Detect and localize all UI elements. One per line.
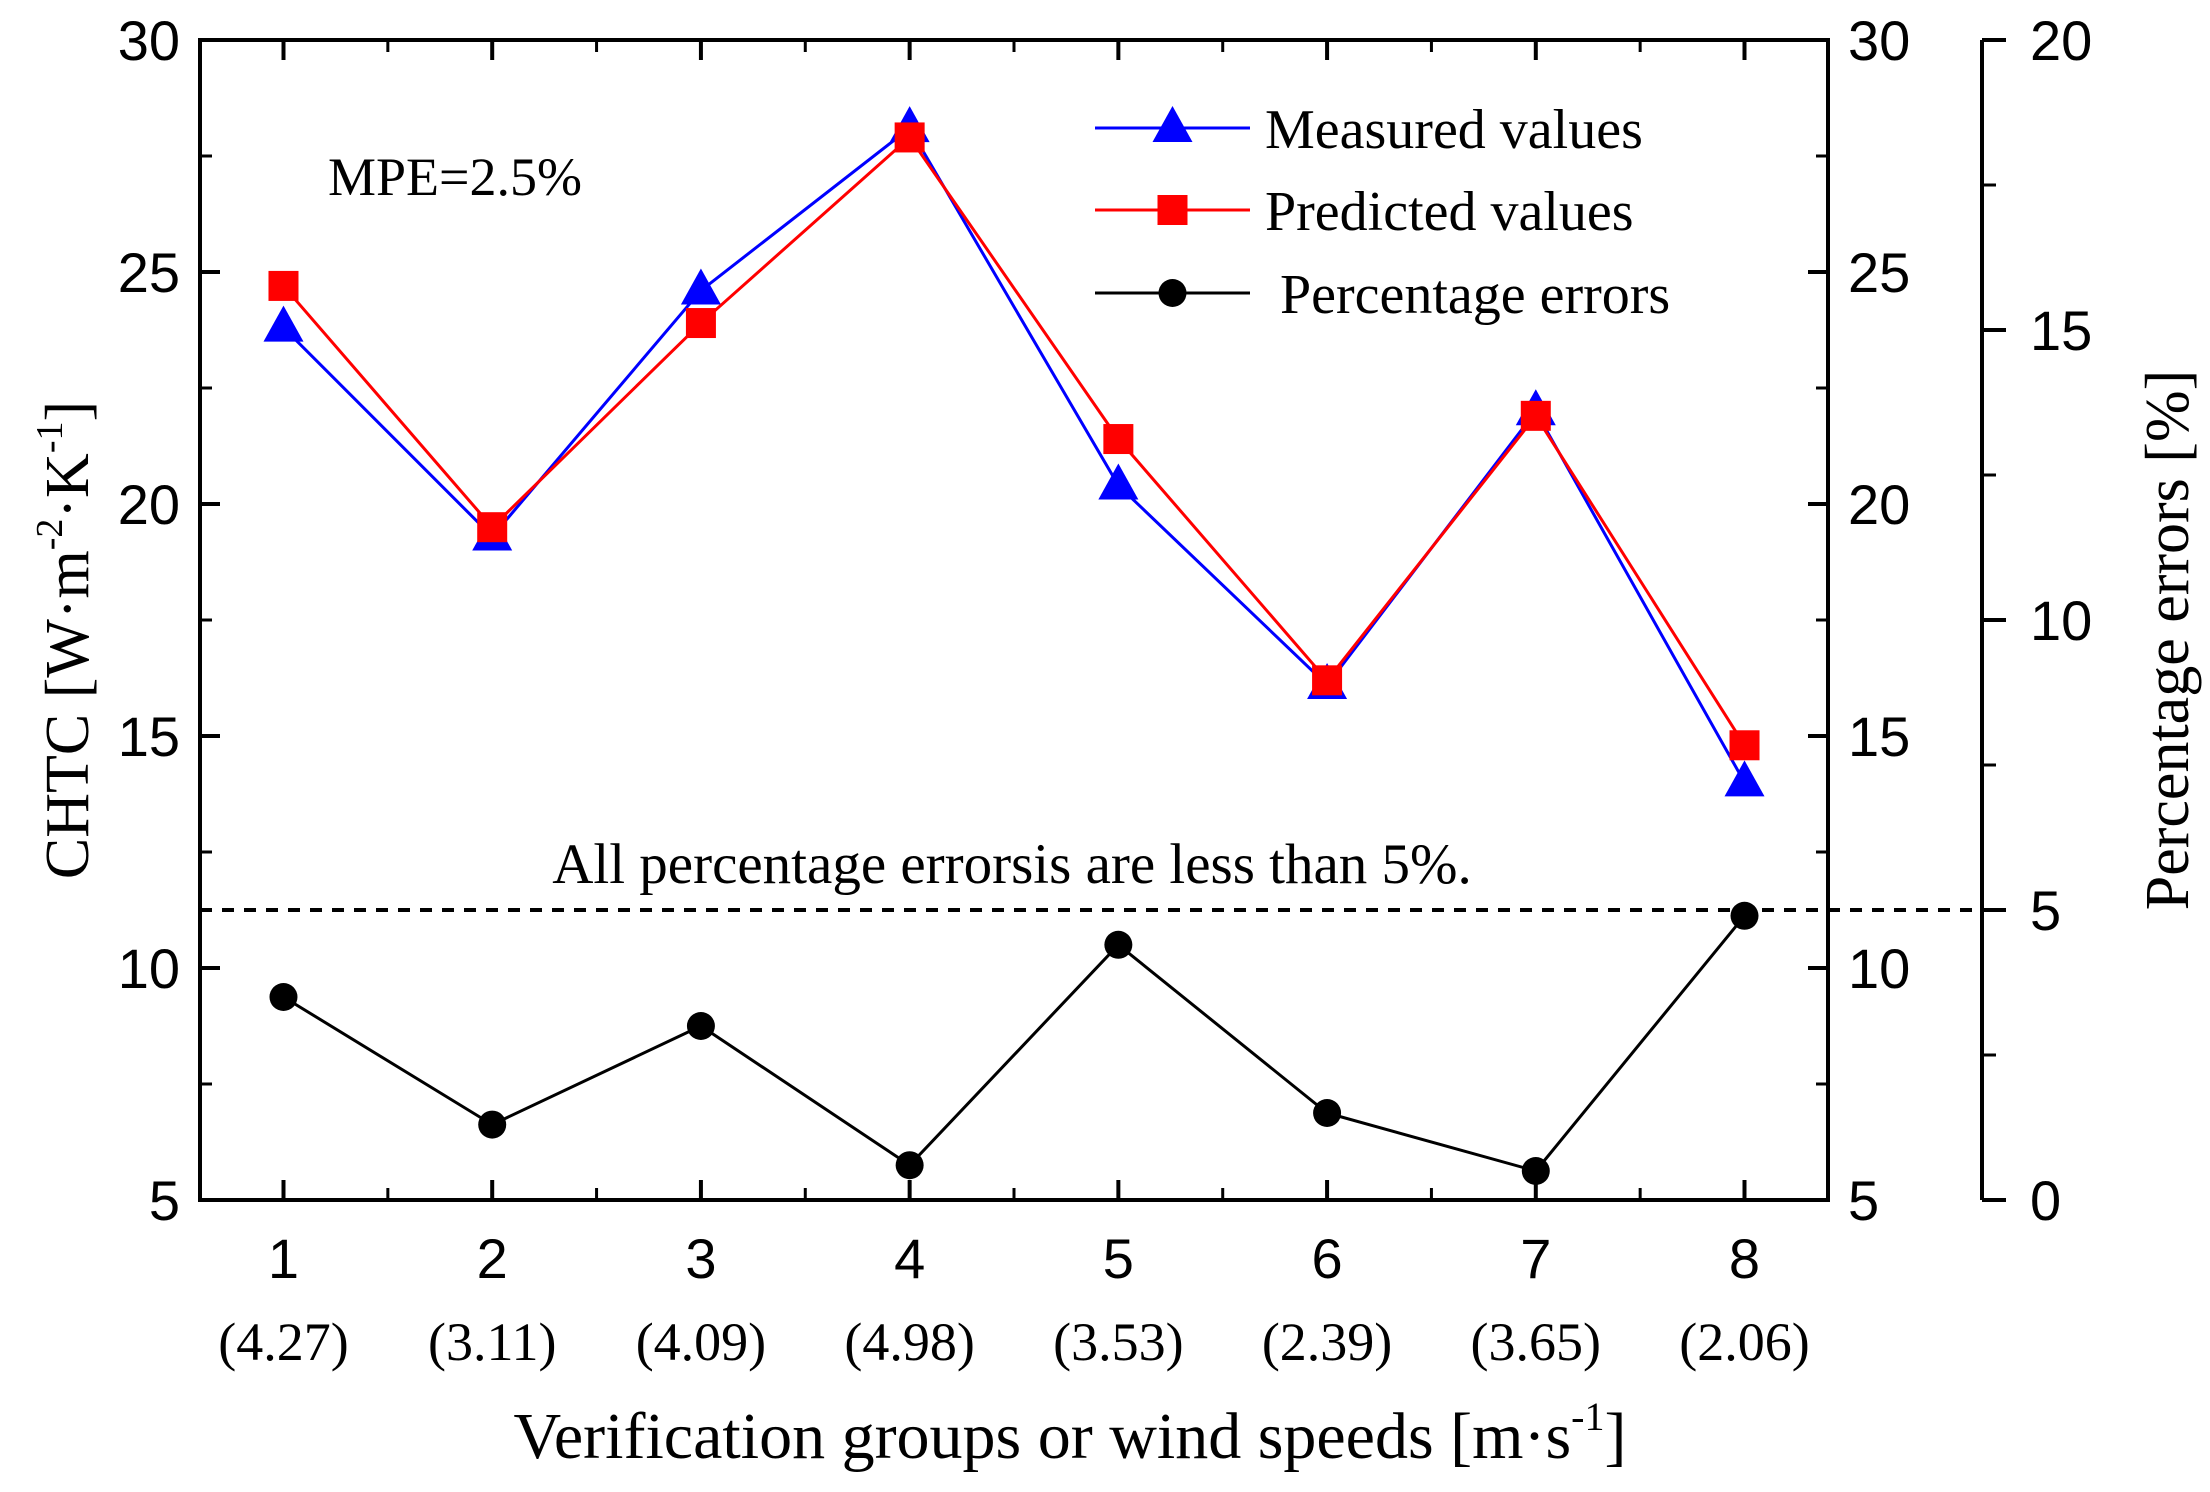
data-point [268, 270, 299, 301]
x-tick-label: 5 [1103, 1227, 1134, 1290]
data-point [686, 1012, 715, 1040]
x-tick-label: 1 [268, 1227, 299, 1290]
data-point [263, 305, 304, 342]
data-point [1103, 424, 1134, 455]
y-tick-label: 15 [118, 705, 180, 768]
x-sub-label: (3.65) [1471, 1312, 1601, 1372]
legend-label: Measured values [1265, 99, 1643, 161]
series-line [282, 914, 1746, 1173]
mid-tick-label: 25 [1848, 241, 1910, 304]
x-sub-label: (3.53) [1053, 1312, 1183, 1372]
mid-tick-label: 30 [1848, 9, 1910, 72]
y-tick-label: 5 [149, 1169, 180, 1232]
y-axis-title: CHTC [W·m-2·K-1] [29, 401, 102, 879]
y-axis-title-sup1: -2 [29, 519, 71, 551]
y-axis-title-b: ·K [34, 453, 102, 519]
y2-tick-label: 5 [2030, 879, 2061, 942]
y-axis-title-sup2: -1 [29, 422, 71, 454]
x-sub-label: (3.11) [428, 1312, 556, 1372]
series-line [282, 135, 1746, 747]
data-point [1520, 400, 1551, 431]
x-axis-title-end: ] [1604, 1400, 1626, 1473]
y-tick-label: 20 [118, 473, 180, 536]
data-point [1730, 901, 1759, 930]
legend-swatch-marker [1157, 195, 1188, 225]
x-tick-label: 7 [1520, 1227, 1551, 1290]
data-point [1729, 730, 1760, 761]
x-tick-label: 2 [477, 1227, 508, 1290]
x-axis-title-sup: -1 [1571, 1394, 1604, 1439]
series-layer [263, 106, 1765, 1185]
annotation-mpe: MPE=2.5% [328, 147, 582, 207]
data-point [477, 512, 508, 543]
y-tick-label: 30 [118, 9, 180, 72]
legend-item: Measured values [1095, 99, 1643, 161]
y-tick-label: 25 [118, 241, 180, 304]
x-sub-label: (4.98) [844, 1312, 974, 1372]
y2-tick-label: 20 [2030, 9, 2092, 72]
x-axis-title-main: Verification groups or wind speeds [m·s [514, 1400, 1572, 1473]
mid-axis: 5 10 15 20 25 30 [1808, 9, 1910, 1232]
data-point [1104, 930, 1133, 959]
y2-tick-label: 15 [2030, 299, 2092, 362]
mid-tick-label: 20 [1848, 473, 1910, 536]
y2-tick-label: 10 [2030, 589, 2092, 652]
right-axis: 0 5 10 15 20 [1980, 9, 2092, 1232]
data-point [1521, 1157, 1550, 1185]
data-point [895, 1151, 924, 1180]
x-sub-label: (4.09) [636, 1312, 766, 1372]
x-sub-label: (2.06) [1679, 1312, 1809, 1372]
legend: Measured values Predicted values Percentag… [1095, 99, 1670, 326]
y-axis-title-a: CHTC [W·m [34, 550, 102, 879]
legend-swatch-marker [1152, 106, 1193, 142]
x-tick-label: 3 [685, 1227, 716, 1290]
data-point [478, 1110, 507, 1139]
x-axis-title: Verification groups or wind speeds [m·s-… [514, 1394, 1627, 1473]
y2-tick-label: 0 [2030, 1169, 2061, 1232]
x-sub-label: (4.27) [218, 1312, 348, 1372]
threshold-label: All percentage errorsis are less than 5%… [552, 833, 1472, 896]
left-axis: 5 10 15 20 25 30 [118, 9, 220, 1232]
x-tick-label: 8 [1729, 1227, 1760, 1290]
x-tick-label: 4 [894, 1227, 925, 1290]
data-point [1313, 1099, 1342, 1127]
legend-swatch-marker [1158, 279, 1187, 307]
series-percentage-errors [269, 901, 1759, 1185]
legend-label: Percentage errors [1280, 264, 1670, 326]
data-point [1312, 665, 1343, 696]
legend-item: Percentage errors [1095, 264, 1670, 326]
mid-tick-label: 10 [1848, 937, 1910, 1000]
legend-label: Predicted values [1265, 181, 1634, 243]
x-axis: 1 (4.27) 2 (3.11) 3 (4.09) 4 (4.98) 5 (3.53) 6 (2.3… [218, 40, 1810, 1372]
series-line [282, 125, 1746, 784]
y2-axis-title: Percentage errors [%] [2134, 370, 2202, 910]
data-point [1724, 760, 1765, 797]
data-point [680, 268, 721, 305]
x-sub-label: (2.39) [1262, 1312, 1392, 1372]
mid-tick-label: 5 [1848, 1169, 1879, 1232]
series-predicted-values [268, 122, 1760, 761]
data-point [269, 983, 298, 1011]
x-tick-label: 6 [1311, 1227, 1342, 1290]
data-point [1098, 463, 1139, 500]
legend-item: Predicted values [1095, 181, 1634, 243]
data-point [894, 122, 925, 153]
data-point [685, 308, 716, 339]
mid-tick-label: 15 [1848, 705, 1910, 768]
y-tick-label: 10 [118, 937, 180, 1000]
y-axis-title-c: ] [34, 401, 102, 422]
